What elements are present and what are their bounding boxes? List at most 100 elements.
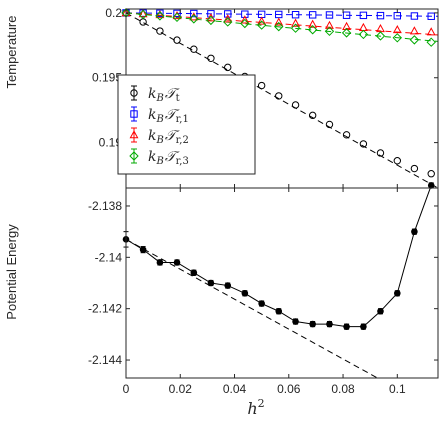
- data-point: [138, 9, 148, 20]
- data-point: [375, 31, 386, 41]
- x-tick-label: 0.06: [277, 382, 301, 396]
- data-point: [207, 54, 215, 62]
- data-point: [343, 323, 350, 330]
- data-point: [224, 10, 232, 18]
- data-point: [342, 131, 351, 139]
- data-point: [409, 35, 420, 45]
- legend-label-sub-b: B: [155, 156, 163, 167]
- data-point: [308, 111, 317, 120]
- data-point: [173, 9, 181, 18]
- data-point: [342, 11, 351, 19]
- y-tick-label: -2.138: [88, 199, 122, 213]
- data-point: [291, 101, 300, 109]
- data-point: [190, 45, 198, 53]
- data-point: [392, 25, 402, 34]
- data-point: [409, 26, 419, 35]
- data-point: [156, 27, 164, 35]
- data-point: [325, 120, 334, 129]
- y-tick-label: -2.14: [95, 250, 123, 264]
- fit-line: [126, 12, 438, 42]
- data-point: [190, 9, 198, 18]
- data-point: [156, 259, 164, 266]
- data-point: [341, 28, 352, 38]
- x-axis-label-sup: 2: [258, 397, 265, 410]
- data-point: [359, 11, 368, 20]
- data-point: [394, 289, 401, 297]
- legend-label-k: k: [148, 149, 156, 165]
- x-tick-label: 0.1: [389, 382, 406, 396]
- data-point: [307, 25, 318, 35]
- data-point: [292, 318, 299, 325]
- y-tick-label: 0.2: [105, 6, 122, 20]
- legend-marker: [129, 151, 139, 161]
- data-point: [274, 21, 284, 32]
- potential-energy-panel: -2.144 -2.142 -2.14 -2.138 0 0.02 0.04 0.06 0.0…: [4, 182, 439, 418]
- potential-energy-y-ticks: -2.144 -2.142 -2.14 -2.138: [88, 199, 438, 367]
- data-point: [376, 11, 385, 20]
- legend-label-sub-b: B: [155, 114, 163, 125]
- data-point: [257, 81, 266, 90]
- legend-label-k: k: [148, 128, 156, 144]
- y-tick-label: 0.195: [92, 71, 122, 85]
- data-point: [155, 11, 165, 21]
- data-point: [224, 282, 232, 289]
- data-point: [426, 27, 436, 36]
- legend-label-sub-b: B: [155, 135, 163, 146]
- data-point: [258, 300, 265, 307]
- legend-label-sub: r,3: [176, 156, 189, 167]
- data-point: [326, 320, 333, 328]
- legend-marker: [129, 130, 139, 139]
- data-point: [172, 12, 182, 23]
- x-tick-label: 0.08: [331, 382, 355, 396]
- data-point: [427, 170, 435, 178]
- potential-energy-y-axis-label: Potential Energy: [4, 224, 19, 320]
- x-tick-label: 0.04: [223, 382, 247, 396]
- data-point: [223, 17, 233, 27]
- legend-marker: [130, 110, 138, 118]
- data-point: [138, 9, 148, 18]
- data-point: [309, 320, 316, 328]
- data-point: [257, 16, 267, 25]
- x-tick-label: 0: [123, 382, 130, 396]
- data-point: [411, 228, 418, 235]
- data-point: [410, 12, 419, 20]
- data-point: [376, 149, 385, 157]
- legend-label-sub: r,2: [176, 135, 189, 146]
- legend-marker: [130, 89, 138, 97]
- potential-energy-x-ticks: 0 0.02 0.04 0.06 0.08 0.1: [123, 188, 406, 396]
- legend-label-k: k: [148, 86, 156, 102]
- data-point: [308, 19, 318, 28]
- data-point: [256, 20, 267, 30]
- data-point: [223, 14, 233, 23]
- x-axis-label-main: h: [247, 399, 257, 418]
- data-point: [358, 29, 369, 40]
- data-point: [291, 11, 300, 19]
- temperature-y-axis-label: Temperature: [4, 16, 19, 89]
- y-tick-label: -2.144: [88, 353, 122, 367]
- data-point: [173, 259, 181, 266]
- data-point: [190, 269, 198, 277]
- y-tick-label: 0.19: [99, 136, 123, 150]
- data-point: [393, 157, 402, 165]
- data-point: [360, 323, 367, 330]
- data-point: [324, 26, 335, 37]
- potential-energy-axes-box: [125, 187, 439, 379]
- x-tick-label: 0.02: [169, 382, 193, 396]
- legend-box: [117, 74, 256, 175]
- data-point: [224, 63, 232, 72]
- data-point: [427, 12, 435, 20]
- legend-label-sub: r,1: [176, 114, 189, 125]
- temperature-x-ticks: [125, 9, 398, 188]
- y-tick-label: -2.142: [88, 302, 122, 316]
- potential-energy-markers: [122, 182, 435, 330]
- data-point: [377, 307, 384, 315]
- legend-label-k: k: [148, 107, 156, 123]
- data-point: [426, 37, 436, 47]
- data-point: [359, 140, 368, 148]
- data-point: [207, 279, 215, 287]
- data-point: [275, 92, 283, 100]
- data-point: [427, 182, 435, 189]
